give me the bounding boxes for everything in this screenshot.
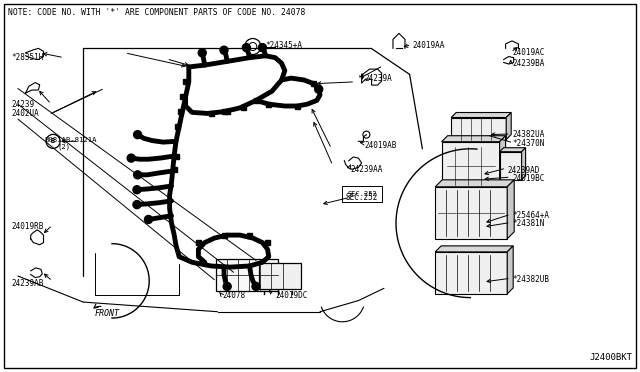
Circle shape xyxy=(220,46,228,54)
Text: SEC.252: SEC.252 xyxy=(348,190,377,197)
Text: 24019AB: 24019AB xyxy=(365,141,397,150)
Bar xyxy=(183,79,188,84)
Text: 24019RB: 24019RB xyxy=(12,222,44,231)
FancyBboxPatch shape xyxy=(259,263,301,289)
FancyBboxPatch shape xyxy=(451,118,506,140)
Polygon shape xyxy=(507,246,513,294)
FancyBboxPatch shape xyxy=(500,152,522,180)
Text: B081AB-8121A: B081AB-8121A xyxy=(45,137,97,142)
Circle shape xyxy=(133,186,141,194)
FancyBboxPatch shape xyxy=(216,259,278,291)
Circle shape xyxy=(259,44,266,52)
Bar xyxy=(172,167,177,172)
Bar xyxy=(247,232,252,238)
Polygon shape xyxy=(500,136,506,190)
Text: *24370N: *24370N xyxy=(512,139,545,148)
Bar xyxy=(209,111,214,116)
Bar xyxy=(266,102,271,107)
Circle shape xyxy=(198,49,206,57)
Polygon shape xyxy=(500,148,525,152)
Text: 2402UA: 2402UA xyxy=(12,109,39,118)
Bar xyxy=(180,94,185,99)
Polygon shape xyxy=(506,112,511,140)
Polygon shape xyxy=(451,112,511,118)
FancyBboxPatch shape xyxy=(435,252,507,294)
Bar xyxy=(221,232,227,238)
Bar xyxy=(173,154,179,159)
Bar xyxy=(295,103,300,109)
Circle shape xyxy=(315,85,323,93)
Polygon shape xyxy=(442,136,506,142)
Text: 24019AC: 24019AC xyxy=(512,48,545,57)
Circle shape xyxy=(133,201,141,209)
Text: 24239: 24239 xyxy=(12,100,35,109)
Circle shape xyxy=(145,215,152,224)
Polygon shape xyxy=(507,180,514,239)
Text: *24345+A: *24345+A xyxy=(266,41,303,50)
Text: 24239A: 24239A xyxy=(365,74,392,83)
Bar xyxy=(311,81,316,86)
Circle shape xyxy=(134,131,141,139)
Text: *24382UB: *24382UB xyxy=(512,275,549,284)
Text: 24239AB: 24239AB xyxy=(12,279,44,288)
Text: 24239AA: 24239AA xyxy=(351,165,383,174)
Text: 24019BC: 24019BC xyxy=(512,174,545,183)
Text: 24019DC: 24019DC xyxy=(275,291,308,300)
Bar xyxy=(221,109,227,114)
Text: 24019AA: 24019AA xyxy=(413,41,445,50)
Text: *25464+A: *25464+A xyxy=(512,211,549,220)
Bar xyxy=(253,98,259,103)
Text: J2400BKT: J2400BKT xyxy=(589,353,632,362)
Circle shape xyxy=(223,282,231,291)
Text: NOTE: CODE NO. WITH '*' ARE COMPONENT PARTS OF CODE NO. 24078: NOTE: CODE NO. WITH '*' ARE COMPONENT PA… xyxy=(8,8,305,17)
Text: 24239BA: 24239BA xyxy=(512,59,545,68)
Text: 24078: 24078 xyxy=(223,291,246,300)
Polygon shape xyxy=(435,180,514,187)
Bar xyxy=(342,186,383,202)
Text: *24381N: *24381N xyxy=(512,219,545,228)
Polygon shape xyxy=(522,148,525,180)
Bar xyxy=(178,109,183,114)
Bar xyxy=(175,124,180,129)
FancyBboxPatch shape xyxy=(442,142,500,190)
Text: 24382UA: 24382UA xyxy=(512,130,545,139)
Polygon shape xyxy=(435,246,513,252)
Text: *28351H: *28351H xyxy=(12,53,44,62)
FancyBboxPatch shape xyxy=(435,187,507,239)
Text: SEC.252: SEC.252 xyxy=(346,193,378,202)
Bar xyxy=(196,240,201,245)
Text: FRONT: FRONT xyxy=(95,309,120,318)
Text: (2): (2) xyxy=(58,144,71,150)
Circle shape xyxy=(252,282,260,291)
Circle shape xyxy=(127,154,135,162)
Text: 24239AD: 24239AD xyxy=(508,166,540,174)
Text: B: B xyxy=(51,138,55,144)
Circle shape xyxy=(243,44,250,52)
Bar xyxy=(265,240,270,245)
Bar xyxy=(225,109,230,114)
Bar xyxy=(241,105,246,110)
Circle shape xyxy=(134,171,141,179)
